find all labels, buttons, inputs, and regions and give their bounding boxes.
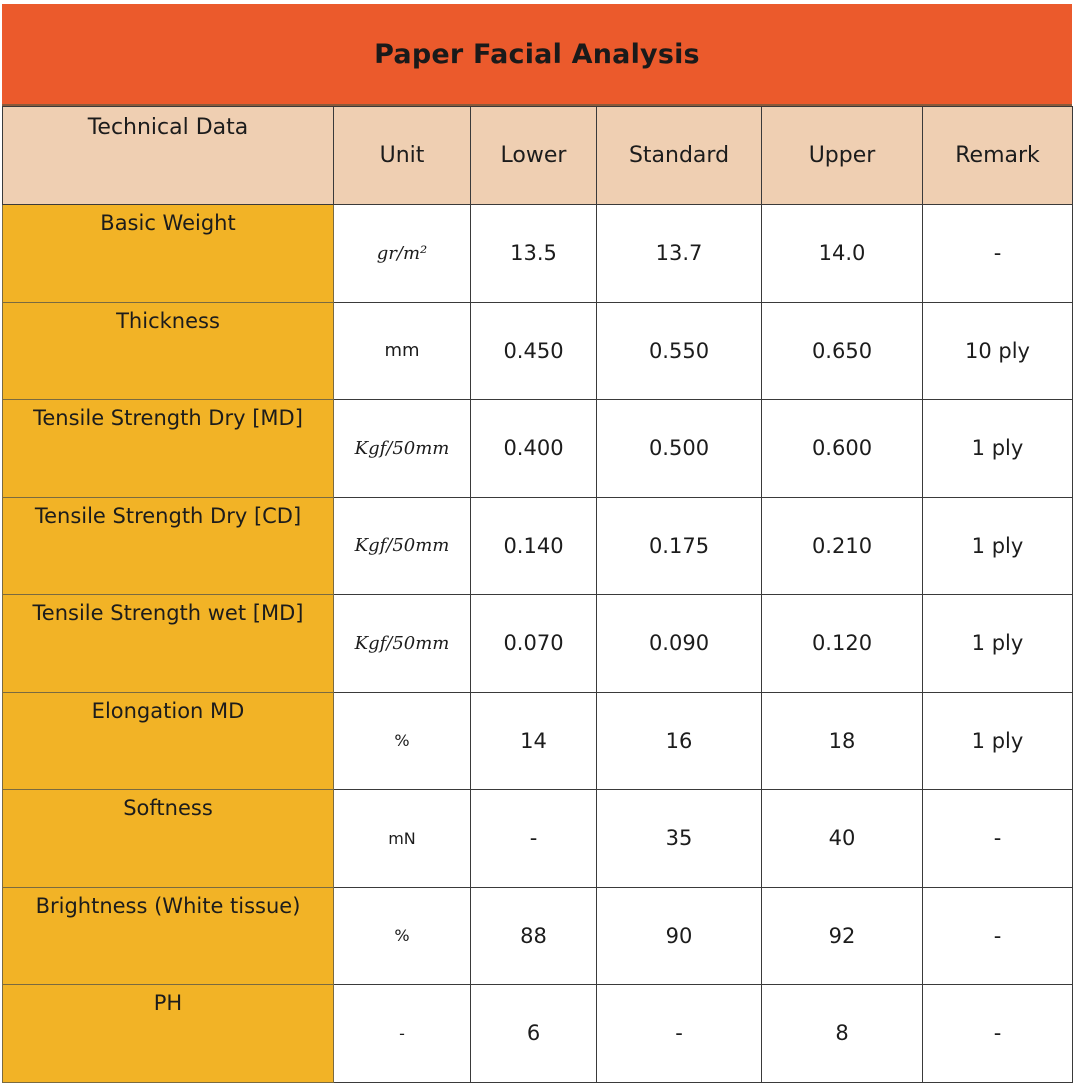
table-row: Thickness mm 0.450 0.550 0.650 10 ply [2,301,1073,400]
remark-cell: - [922,984,1073,1083]
standard-cell: 90 [596,886,762,985]
standard-cell: 13.7 [596,204,762,303]
standard-cell: - [596,984,762,1083]
lower-cell: 6 [470,984,597,1083]
header-technical-data: Technical Data [2,106,334,205]
standard-cell: 0.090 [596,594,762,693]
unit-cell: % [333,691,471,790]
lower-cell: 88 [470,886,597,985]
upper-cell: 0.120 [761,594,923,693]
table-row: Tensile Strength Dry [CD] Kgf/50mm 0.140… [2,496,1073,595]
table-row: PH - 6 - 8 - [2,984,1073,1083]
header-upper: Upper [761,106,923,205]
header-lower: Lower [470,106,597,205]
header-remark: Remark [922,106,1073,205]
header-standard: Standard [596,106,762,205]
table-row: Tensile Strength Dry [MD] Kgf/50mm 0.400… [2,399,1073,498]
lower-cell: 13.5 [470,204,597,303]
analysis-table: Technical Data Unit Lower Standard Upper… [2,106,1073,1083]
standard-cell: 16 [596,691,762,790]
remark-cell: 1 ply [922,496,1073,595]
parameter-cell: Brightness (White tissue) [2,886,334,985]
parameter-cell: Basic Weight [2,204,334,303]
standard-cell: 0.175 [596,496,762,595]
remark-cell: 1 ply [922,399,1073,498]
remark-cell: - [922,204,1073,303]
lower-cell: 0.450 [470,301,597,400]
table-row: Basic Weight gr/m² 13.5 13.7 14.0 - [2,204,1073,303]
unit-cell: Kgf/50mm [333,496,471,595]
lower-cell: 14 [470,691,597,790]
page-title: Paper Facial Analysis [374,38,700,70]
upper-cell: 40 [761,789,923,888]
parameter-cell: Elongation MD [2,691,334,790]
unit-cell: Kgf/50mm [333,399,471,498]
parameter-cell: PH [2,984,334,1083]
parameter-cell: Softness [2,789,334,888]
unit-cell: mm [333,301,471,400]
standard-cell: 35 [596,789,762,888]
remark-cell: 1 ply [922,691,1073,790]
unit-cell: Kgf/50mm [333,594,471,693]
remark-cell: - [922,886,1073,985]
standard-cell: 0.550 [596,301,762,400]
lower-cell: 0.140 [470,496,597,595]
upper-cell: 0.600 [761,399,923,498]
upper-cell: 92 [761,886,923,985]
upper-cell: 18 [761,691,923,790]
parameter-cell: Thickness [2,301,334,400]
unit-cell: mN [333,789,471,888]
table-row: Brightness (White tissue) % 88 90 92 - [2,886,1073,985]
table-row: Softness mN - 35 40 - [2,789,1073,888]
lower-cell: - [470,789,597,888]
lower-cell: 0.070 [470,594,597,693]
unit-cell: gr/m² [333,204,471,303]
lower-cell: 0.400 [470,399,597,498]
unit-cell: - [333,984,471,1083]
parameter-cell: Tensile Strength Dry [CD] [2,496,334,595]
unit-cell: % [333,886,471,985]
header-row: Technical Data Unit Lower Standard Upper… [2,106,1073,205]
table-row: Elongation MD % 14 16 18 1 ply [2,691,1073,790]
parameter-cell: Tensile Strength Dry [MD] [2,399,334,498]
remark-cell: 10 ply [922,301,1073,400]
remark-cell: - [922,789,1073,888]
upper-cell: 0.210 [761,496,923,595]
title-bar: Paper Facial Analysis [2,4,1072,106]
upper-cell: 14.0 [761,204,923,303]
upper-cell: 0.650 [761,301,923,400]
table-row: Tensile Strength wet [MD] Kgf/50mm 0.070… [2,594,1073,693]
header-unit: Unit [333,106,471,205]
parameter-cell: Tensile Strength wet [MD] [2,594,334,693]
standard-cell: 0.500 [596,399,762,498]
upper-cell: 8 [761,984,923,1083]
remark-cell: 1 ply [922,594,1073,693]
